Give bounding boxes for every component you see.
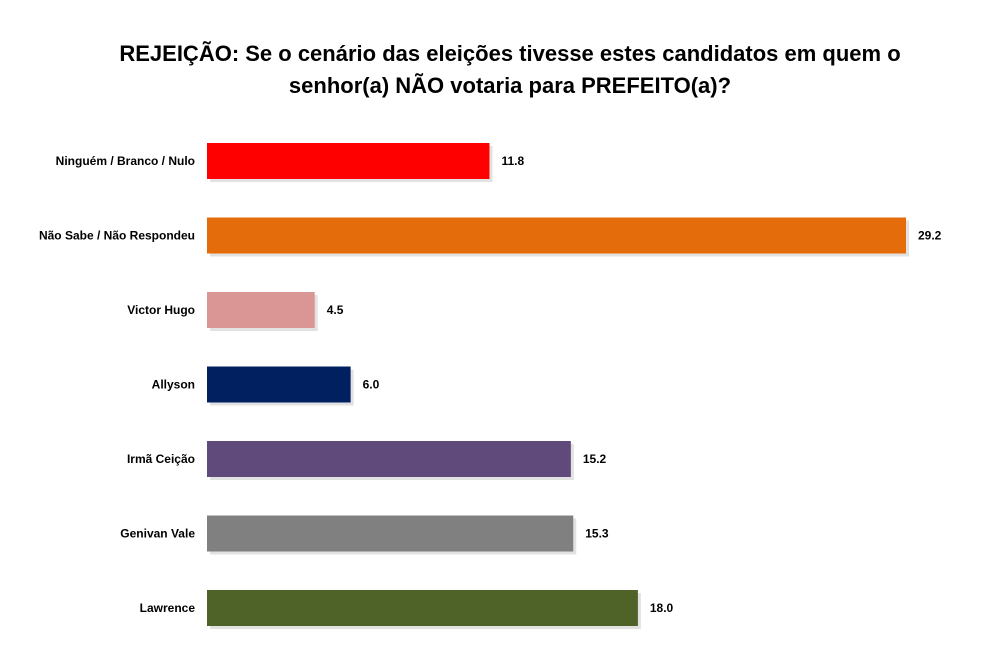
value-label-1: 29.2 — [918, 229, 942, 243]
category-label-0: Ninguém / Branco / Nulo — [56, 154, 195, 168]
category-label-3: Allyson — [152, 378, 195, 392]
bar-5 — [207, 515, 574, 552]
value-label-3: 6.0 — [363, 378, 380, 392]
bar-2 — [207, 292, 315, 328]
category-label-5: Genivan Vale — [120, 527, 195, 541]
plot-area: Ninguém / Branco / Nulo 11.8 Não Sabe / Nã… — [39, 143, 942, 629]
category-label-6: Lawrence — [140, 601, 196, 615]
category-label-1: Não Sabe / Não Respondeu — [39, 229, 195, 243]
bar-0 — [207, 143, 490, 179]
category-label-2: Victor Hugo — [127, 303, 195, 317]
value-label-2: 4.5 — [327, 303, 344, 317]
chart-title-line-2: senhor(a) NÃO votaria para PREFEITO(a)? — [288, 73, 732, 98]
bar-1 — [207, 217, 906, 254]
bar-6 — [207, 590, 638, 626]
value-label-0: 11.8 — [501, 154, 524, 168]
chart-title: REJEIÇÃO: Se o cenário das eleições tive… — [40, 38, 980, 102]
value-label-4: 15.2 — [583, 452, 607, 466]
value-label-6: 18.0 — [650, 601, 674, 615]
value-label-5: 15.3 — [585, 527, 609, 541]
bar-3 — [207, 366, 351, 403]
category-label-4: Irmã Ceição — [127, 452, 195, 466]
bar-4 — [207, 441, 571, 477]
chart-title-line-1: REJEIÇÃO: Se o cenário das eleições tive… — [119, 41, 901, 66]
